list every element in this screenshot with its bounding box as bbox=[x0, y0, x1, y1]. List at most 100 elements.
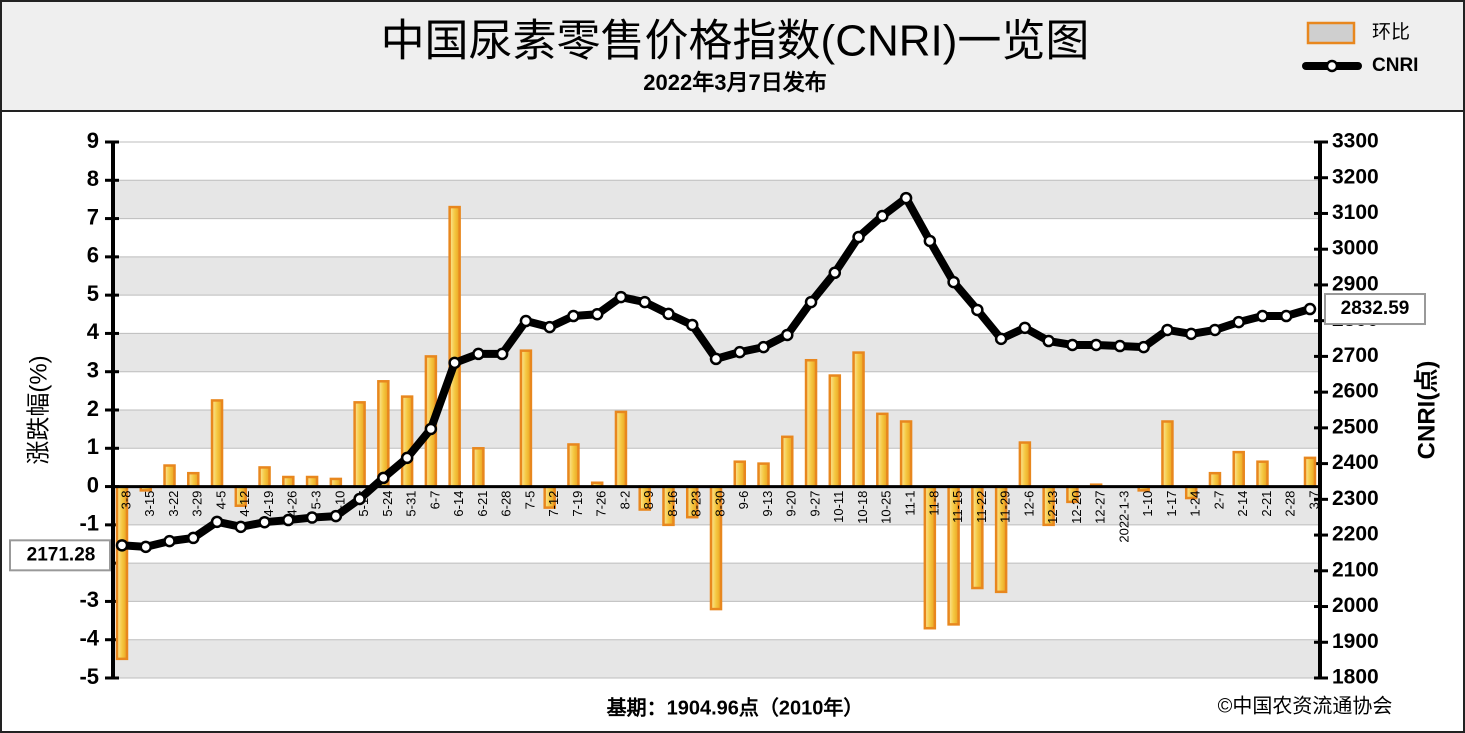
y-tick-label: 4 bbox=[87, 319, 100, 344]
y-tick-label: 6 bbox=[87, 243, 99, 268]
y2-tick-label: 2400 bbox=[1332, 451, 1379, 474]
cnri-point bbox=[1161, 323, 1174, 337]
bar bbox=[115, 485, 129, 661]
cnri-point bbox=[139, 540, 153, 554]
x-tick-label: 10-18 bbox=[855, 491, 870, 524]
cnri-point bbox=[163, 534, 176, 548]
bar bbox=[1018, 441, 1032, 488]
cnri-point bbox=[567, 309, 580, 323]
chart-subtitle: 2022年3月7日发布 bbox=[643, 70, 826, 95]
bar bbox=[1232, 450, 1245, 488]
cnri-point bbox=[543, 320, 556, 334]
value-label: 2832.59 bbox=[1341, 298, 1410, 319]
bar bbox=[210, 399, 224, 488]
bar bbox=[828, 374, 842, 488]
y2-tick-label: 2500 bbox=[1332, 415, 1379, 438]
y2-tick-label: 3200 bbox=[1332, 165, 1379, 188]
x-tick-label: 4-5 bbox=[213, 491, 228, 510]
cnri-point bbox=[448, 356, 461, 370]
cnri-point bbox=[614, 290, 628, 304]
cnri-point bbox=[733, 345, 747, 359]
cnri-point bbox=[1042, 334, 1055, 348]
x-tick-label: 11-22 bbox=[974, 491, 989, 523]
cnri-point bbox=[472, 347, 485, 361]
bar bbox=[781, 435, 794, 488]
y-tick-label: 8 bbox=[87, 166, 99, 191]
x-tick-label: 3-22 bbox=[166, 491, 181, 517]
bar bbox=[757, 462, 770, 488]
cnri-point bbox=[638, 295, 651, 309]
bar bbox=[448, 205, 461, 488]
y-tick-label: -4 bbox=[79, 626, 99, 651]
x-tick-label: 6-28 bbox=[499, 491, 514, 517]
x-tick-label: 5-31 bbox=[404, 491, 419, 517]
cnri-point bbox=[282, 513, 295, 527]
bar bbox=[258, 466, 271, 488]
cnri-point bbox=[781, 328, 794, 342]
cnri-point bbox=[1066, 338, 1079, 352]
header-panel bbox=[0, 0, 1465, 112]
x-tick-label: 6-14 bbox=[451, 491, 466, 517]
bar bbox=[804, 358, 818, 488]
x-tick-label: 2-14 bbox=[1235, 491, 1250, 517]
y2-tick-label: 2900 bbox=[1332, 272, 1379, 295]
cnri-point bbox=[1113, 339, 1127, 353]
cnri-point bbox=[709, 352, 723, 366]
x-tick-label: 11-15 bbox=[950, 491, 965, 523]
bar bbox=[733, 460, 747, 488]
value-label-box bbox=[1324, 293, 1426, 326]
cnri-point bbox=[258, 515, 271, 529]
bar bbox=[899, 420, 913, 488]
cnri-point bbox=[424, 422, 438, 436]
y2-tick-label: 2000 bbox=[1332, 594, 1379, 617]
cnri-point bbox=[115, 539, 129, 552]
grid-band bbox=[113, 639, 1320, 678]
cnri-point bbox=[947, 275, 960, 289]
x-tick-label: 11-8 bbox=[926, 491, 941, 516]
y2-tick-label: 3100 bbox=[1332, 201, 1379, 224]
x-tick-label: 8-30 bbox=[712, 491, 727, 517]
value-label-box bbox=[9, 539, 111, 572]
y-tick-label: 5 bbox=[87, 281, 99, 306]
cnri-point bbox=[1279, 309, 1293, 323]
cnri-point bbox=[757, 340, 770, 354]
x-tick-label: 7-26 bbox=[594, 491, 609, 517]
cnri-point bbox=[1089, 338, 1103, 352]
cnri-point bbox=[828, 266, 842, 280]
x-tick-label: 2022-1-3 bbox=[1116, 491, 1131, 543]
bar bbox=[519, 349, 533, 488]
x-tick-label: 5-24 bbox=[380, 491, 395, 517]
bar bbox=[1208, 471, 1222, 488]
x-tick-label: 12-6 bbox=[1021, 491, 1036, 517]
chart-title: 中国尿素零售价格指数(CNRI)一览图 bbox=[381, 17, 1090, 66]
y2-tick-label: 1900 bbox=[1332, 630, 1379, 653]
y-tick-label: 2 bbox=[87, 396, 99, 421]
x-tick-label: 1-10 bbox=[1140, 491, 1155, 517]
x-tick-label: 11-1 bbox=[903, 491, 918, 516]
cnri-point bbox=[377, 471, 390, 485]
cnri-point bbox=[899, 191, 913, 205]
value-label: 2171.28 bbox=[27, 544, 96, 565]
cnri-point bbox=[1303, 302, 1317, 316]
cnri-point bbox=[1184, 327, 1198, 341]
x-tick-label: 2-28 bbox=[1283, 491, 1298, 517]
cnri-point bbox=[662, 307, 675, 321]
x-tick-label: 4-26 bbox=[285, 491, 300, 517]
y2-tick-label: 2200 bbox=[1332, 523, 1379, 546]
y2-tick-label: 3300 bbox=[1332, 130, 1379, 153]
cnri-point bbox=[1137, 340, 1150, 354]
y-tick-label: -1 bbox=[79, 511, 99, 536]
source: ©中国农资流通协会 bbox=[1218, 694, 1393, 717]
y2-tick-label: 2600 bbox=[1332, 380, 1379, 403]
legend-swatch bbox=[1306, 21, 1356, 45]
cnri-point bbox=[305, 511, 319, 524]
x-tick-label: 9-27 bbox=[807, 491, 822, 517]
cnri-point bbox=[923, 234, 937, 248]
x-tick-label: 9-6 bbox=[736, 491, 751, 510]
y-tick-label: 9 bbox=[87, 128, 99, 153]
y2-tick-label: 2100 bbox=[1332, 558, 1379, 581]
x-tick-label: 2-7 bbox=[1211, 491, 1226, 510]
y-tick-label: 0 bbox=[87, 472, 99, 497]
y2-tick-label: 2300 bbox=[1332, 487, 1379, 510]
x-tick-label: 11-29 bbox=[998, 491, 1013, 523]
